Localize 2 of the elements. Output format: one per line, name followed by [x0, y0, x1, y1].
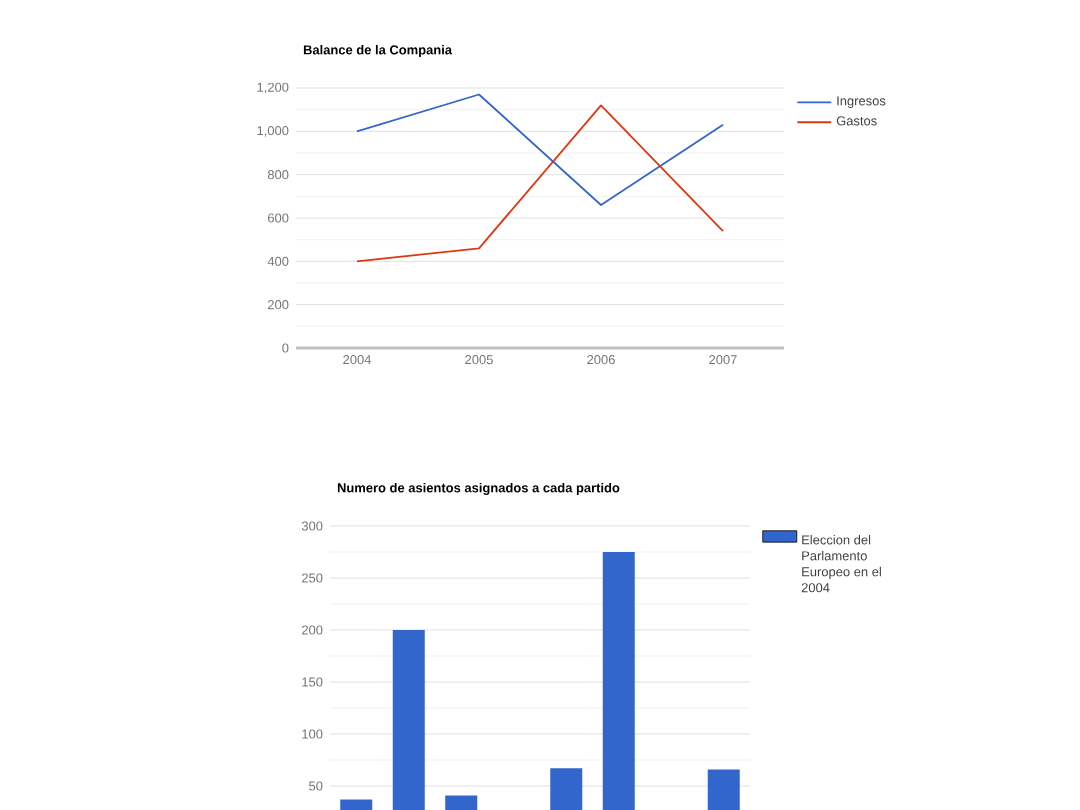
line-series — [356, 93, 724, 206]
line-series — [356, 104, 724, 263]
